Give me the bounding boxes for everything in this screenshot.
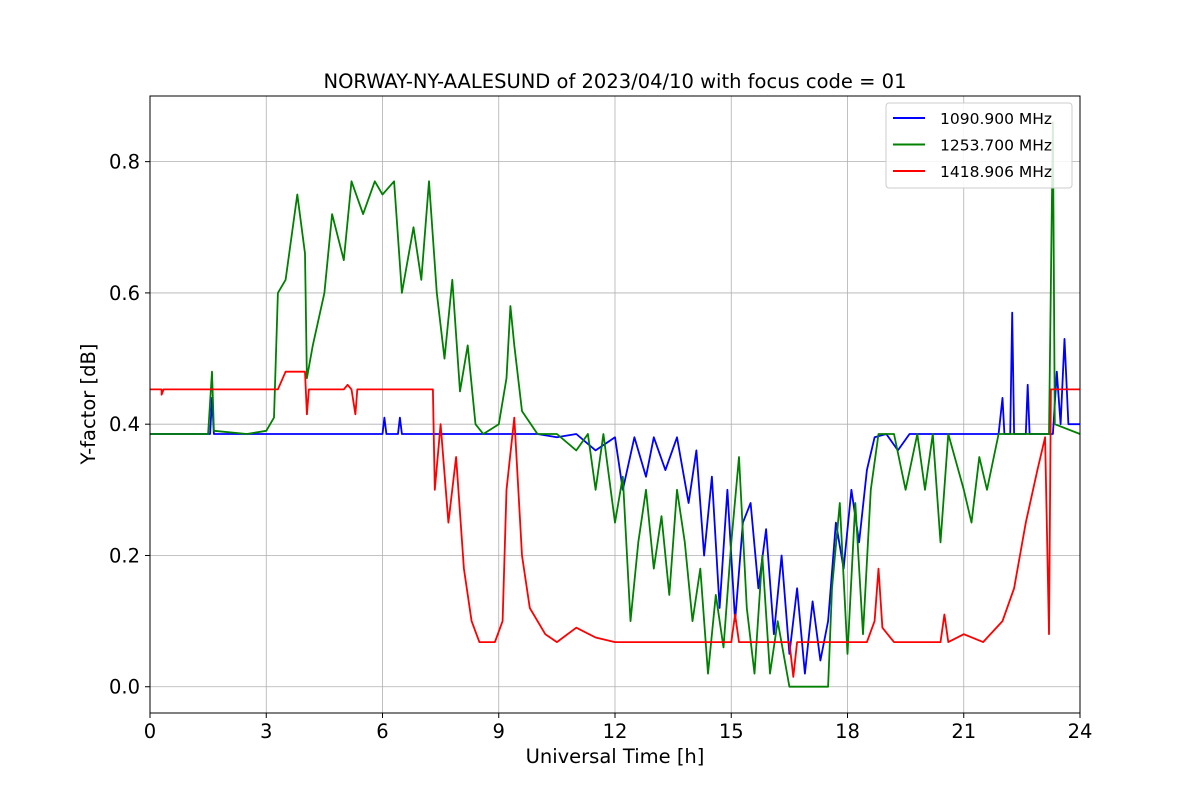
- series-line-3: [150, 370, 1080, 678]
- x-tick-label: 15: [719, 720, 744, 743]
- legend-label-1: 1090.900 MHz: [940, 110, 1052, 128]
- series-layer: [150, 121, 1080, 688]
- chart-title: NORWAY-NY-AALESUND of 2023/04/10 with fo…: [324, 70, 907, 93]
- x-axis-label: Universal Time [h]: [526, 745, 705, 768]
- x-tick-label: 6: [376, 720, 388, 743]
- y-axis-ticks: 0.0 0.2 0.4 0.6 0.8: [109, 151, 150, 699]
- y-tick-label: 0.0: [109, 676, 140, 699]
- legend-box: [885, 102, 1073, 189]
- x-tick-label: 3: [260, 720, 272, 743]
- y-axis-label: Y-factor [dB]: [77, 344, 100, 466]
- x-tick-label: 9: [493, 720, 505, 743]
- x-tick-label: 18: [835, 720, 860, 743]
- legend: 1090.900 MHz 1253.700 MHz 1418.906 MHz: [885, 102, 1073, 189]
- y-tick-label: 0.8: [109, 151, 140, 174]
- x-tick-label: 21: [951, 720, 976, 743]
- x-tick-label: 12: [603, 720, 628, 743]
- legend-label-3: 1418.906 MHz: [940, 163, 1052, 181]
- y-tick-label: 0.6: [109, 282, 140, 305]
- legend-label-2: 1253.700 MHz: [940, 137, 1052, 155]
- x-axis-ticks: 0 3 6 9 12 15 18 21 24: [144, 713, 1093, 743]
- series-line-2: [150, 121, 1080, 688]
- x-tick-label: 0: [144, 720, 156, 743]
- x-tick-label: 24: [1068, 720, 1093, 743]
- y-tick-label: 0.2: [109, 544, 140, 567]
- y-tick-label: 0.4: [109, 413, 140, 436]
- legend-items: 1090.900 MHz 1253.700 MHz 1418.906 MHz: [893, 110, 1052, 181]
